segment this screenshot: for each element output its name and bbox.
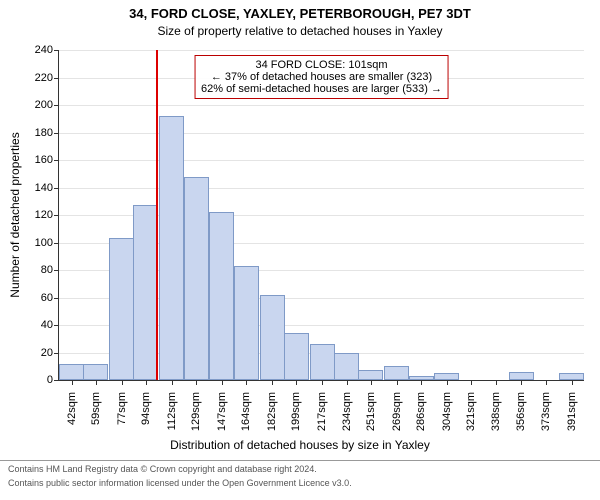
x-axis-label: Distribution of detached houses by size … xyxy=(0,438,600,452)
annotation-line3: 62% of semi-detached houses are larger (… xyxy=(201,83,442,95)
xtick-mark xyxy=(421,380,422,385)
histogram-bar xyxy=(209,212,234,380)
histogram-bar xyxy=(159,116,184,380)
xtick-label: 59sqm xyxy=(90,386,102,425)
ytick-label: 160 xyxy=(35,154,59,166)
xtick-label: 269sqm xyxy=(391,386,403,431)
xtick-label: 356sqm xyxy=(515,386,527,431)
xtick-label: 199sqm xyxy=(290,386,302,431)
ytick-label: 240 xyxy=(35,44,59,56)
ytick-label: 40 xyxy=(41,319,59,331)
xtick-mark xyxy=(347,380,348,385)
ytick-label: 200 xyxy=(35,99,59,111)
histogram-bar xyxy=(384,366,409,380)
ytick-label: 60 xyxy=(41,292,59,304)
ytick-label: 20 xyxy=(41,347,59,359)
xtick-label: 251sqm xyxy=(365,386,377,431)
histogram-bar xyxy=(334,353,359,381)
xtick-mark xyxy=(447,380,448,385)
ytick-label: 0 xyxy=(47,374,59,386)
chart-title-main: 34, FORD CLOSE, YAXLEY, PETERBOROUGH, PE… xyxy=(0,6,600,21)
plot-area: 02040608010012014016018020022024042sqm59… xyxy=(58,50,584,381)
annotation-line2: ← 37% of detached houses are smaller (32… xyxy=(201,71,442,83)
xtick-mark xyxy=(371,380,372,385)
xtick-mark xyxy=(572,380,573,385)
histogram-bar xyxy=(83,364,108,381)
xtick-mark xyxy=(196,380,197,385)
xtick-mark xyxy=(272,380,273,385)
xtick-label: 286sqm xyxy=(415,386,427,431)
xtick-mark xyxy=(397,380,398,385)
annotation-line1: 34 FORD CLOSE: 101sqm xyxy=(201,59,442,71)
xtick-mark xyxy=(296,380,297,385)
chart-title-sub: Size of property relative to detached ho… xyxy=(0,24,600,38)
xtick-label: 182sqm xyxy=(266,386,278,431)
footer-separator xyxy=(0,460,600,461)
xtick-mark xyxy=(146,380,147,385)
histogram-bar xyxy=(559,373,584,380)
xtick-mark xyxy=(246,380,247,385)
xtick-mark xyxy=(521,380,522,385)
histogram-bar xyxy=(284,333,309,380)
gridline xyxy=(59,188,584,189)
xtick-mark xyxy=(322,380,323,385)
xtick-mark xyxy=(222,380,223,385)
reference-line xyxy=(156,50,158,380)
xtick-label: 373sqm xyxy=(540,386,552,431)
xtick-mark xyxy=(122,380,123,385)
histogram-bar xyxy=(133,205,158,380)
histogram-bar xyxy=(509,372,534,380)
xtick-label: 77sqm xyxy=(116,386,128,425)
xtick-label: 129sqm xyxy=(190,386,202,431)
xtick-mark xyxy=(96,380,97,385)
xtick-label: 304sqm xyxy=(441,386,453,431)
xtick-label: 112sqm xyxy=(166,386,178,430)
gridline xyxy=(59,133,584,134)
xtick-mark xyxy=(471,380,472,385)
histogram-bar xyxy=(310,344,335,380)
histogram-bar xyxy=(59,364,84,381)
annotation-box: 34 FORD CLOSE: 101sqm ← 37% of detached … xyxy=(194,55,449,99)
gridline xyxy=(59,160,584,161)
xtick-mark xyxy=(496,380,497,385)
xtick-label: 42sqm xyxy=(66,386,78,425)
y-axis-label: Number of detached properties xyxy=(8,132,22,297)
xtick-label: 321sqm xyxy=(465,386,477,431)
histogram-bar xyxy=(184,177,209,381)
histogram-bar xyxy=(434,373,459,380)
ytick-label: 140 xyxy=(35,182,59,194)
gridline xyxy=(59,105,584,106)
ytick-label: 120 xyxy=(35,209,59,221)
xtick-label: 234sqm xyxy=(341,386,353,431)
histogram-bar xyxy=(234,266,259,380)
chart-container: 34, FORD CLOSE, YAXLEY, PETERBOROUGH, PE… xyxy=(0,0,600,500)
footer-line1: Contains HM Land Registry data © Crown c… xyxy=(8,464,317,474)
histogram-bar xyxy=(260,295,285,380)
histogram-bar xyxy=(109,238,134,380)
xtick-label: 217sqm xyxy=(316,386,328,431)
xtick-mark xyxy=(172,380,173,385)
ytick-label: 100 xyxy=(35,237,59,249)
ytick-label: 180 xyxy=(35,127,59,139)
xtick-label: 94sqm xyxy=(140,386,152,425)
gridline xyxy=(59,50,584,51)
ytick-label: 220 xyxy=(35,72,59,84)
xtick-label: 147sqm xyxy=(216,386,228,431)
xtick-mark xyxy=(546,380,547,385)
ytick-label: 80 xyxy=(41,264,59,276)
xtick-mark xyxy=(72,380,73,385)
xtick-label: 164sqm xyxy=(240,386,252,431)
footer-line2: Contains public sector information licen… xyxy=(8,478,352,488)
xtick-label: 338sqm xyxy=(490,386,502,431)
xtick-label: 391sqm xyxy=(566,386,578,431)
histogram-bar xyxy=(358,370,383,380)
